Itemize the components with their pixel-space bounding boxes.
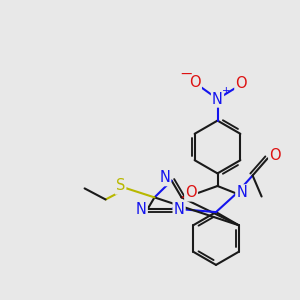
Text: N: N xyxy=(236,185,247,200)
Text: O: O xyxy=(185,185,197,200)
Text: N: N xyxy=(136,202,147,217)
Text: S: S xyxy=(116,178,125,194)
Text: O: O xyxy=(189,75,201,90)
Text: N: N xyxy=(174,202,184,217)
Text: N: N xyxy=(212,92,223,106)
Text: +: + xyxy=(222,85,231,96)
Text: O: O xyxy=(269,148,281,163)
Text: −: − xyxy=(179,67,193,82)
Text: N: N xyxy=(159,170,170,185)
Text: O: O xyxy=(236,76,247,92)
